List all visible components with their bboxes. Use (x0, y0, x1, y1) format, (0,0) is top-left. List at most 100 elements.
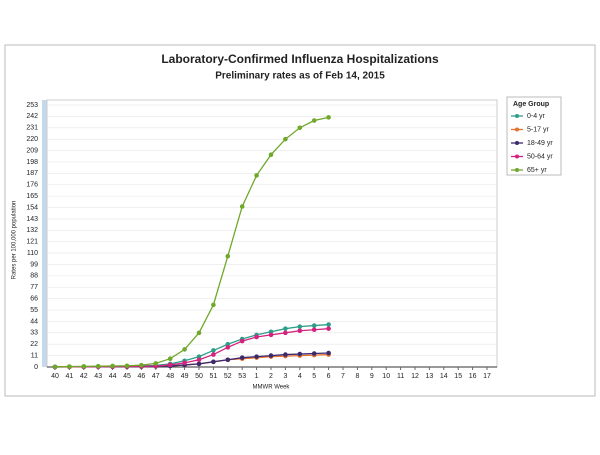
x-tick-label: 12 (411, 373, 419, 380)
y-tick-label: 253 (26, 102, 38, 109)
y-tick-label: 44 (30, 318, 38, 325)
data-point (283, 352, 288, 357)
data-point (239, 355, 245, 360)
data-point (211, 302, 216, 308)
y-tick-label: 88 (30, 273, 38, 280)
data-point (283, 330, 288, 336)
data-point (326, 115, 331, 120)
x-tick-label: 2 (269, 373, 273, 380)
data-point (225, 345, 231, 350)
data-point (311, 351, 317, 356)
y-tick-label: 0 (34, 364, 38, 371)
x-tick-label: 41 (66, 373, 74, 380)
data-point (211, 348, 216, 353)
x-tick-label: 49 (181, 373, 189, 380)
data-point (110, 363, 115, 369)
legend-label: 5-17 yr (527, 126, 549, 133)
x-tick-label: 46 (138, 373, 146, 380)
data-point (297, 351, 303, 357)
x-tick-label: 45 (123, 373, 131, 380)
data-point (254, 173, 259, 178)
data-point (52, 364, 58, 370)
data-point (124, 363, 130, 369)
data-point (268, 152, 274, 158)
legend-marker (515, 127, 519, 132)
data-point (311, 118, 317, 123)
data-point (182, 360, 187, 366)
legend-label: 65+ yr (527, 167, 547, 174)
x-tick-label: 43 (94, 373, 102, 380)
data-point (182, 347, 187, 352)
chart-subtitle: Preliminary rates as of Feb 14, 2015 (215, 71, 385, 82)
data-point (81, 364, 87, 369)
data-point (297, 125, 303, 131)
data-point (283, 326, 288, 331)
data-point (268, 353, 274, 358)
data-point (196, 330, 202, 336)
data-point (326, 350, 331, 356)
x-tick-label: 13 (426, 373, 434, 380)
y-tick-label: 187 (26, 170, 38, 177)
legend-title: Age Group (513, 101, 549, 108)
y-tick-label: 154 (26, 204, 38, 211)
x-tick-label: 42 (80, 373, 88, 380)
x-tick-label: 15 (454, 373, 462, 380)
series-line (54, 116, 329, 368)
data-point (311, 323, 317, 328)
y-tick-label: 99 (30, 261, 38, 268)
data-point (326, 322, 331, 327)
y-tick-label: 165 (26, 193, 38, 200)
x-tick-label: 7 (341, 373, 345, 380)
chart-title: Laboratory-Confirmed Influenza Hospitali… (161, 52, 439, 66)
x-tick-label: 48 (166, 373, 174, 380)
y-tick-label: 22 (30, 341, 38, 348)
x-tick-label: 51 (210, 373, 218, 380)
data-point (196, 357, 202, 363)
y-tick-label: 77 (30, 284, 38, 291)
data-point (283, 136, 288, 142)
x-tick-label: 53 (238, 373, 246, 380)
data-point (326, 326, 331, 331)
axis-band (42, 100, 47, 367)
data-point (311, 327, 317, 333)
data-point (254, 334, 259, 340)
data-point (297, 328, 303, 334)
legend (506, 96, 562, 176)
x-tick-label: 5 (312, 373, 316, 380)
y-tick-label: 11 (31, 352, 38, 359)
x-tick-label: 10 (382, 373, 390, 380)
x-tick-label: 8 (355, 373, 359, 380)
data-point (139, 362, 144, 368)
y-tick-label: 231 (26, 125, 38, 132)
x-tick-label: 47 (152, 373, 160, 380)
legend-marker (515, 168, 519, 172)
legend-marker (515, 141, 519, 145)
data-point (196, 361, 202, 367)
data-point (225, 253, 231, 259)
data-point (254, 354, 259, 359)
x-tick-label: 17 (483, 373, 491, 380)
data-point (239, 204, 245, 209)
y-tick-label: 198 (26, 159, 38, 166)
y-tick-label: 132 (26, 227, 38, 234)
data-point (153, 361, 159, 366)
data-point (167, 362, 173, 368)
data-point (211, 359, 216, 365)
y-tick-label: 55 (30, 307, 38, 314)
x-tick-label: 6 (327, 373, 331, 380)
y-tick-label: 110 (27, 250, 38, 257)
y-tick-label: 220 (26, 136, 38, 143)
x-tick-label: 11 (397, 373, 404, 380)
data-point (225, 357, 231, 363)
y-tick-label: 242 (26, 113, 38, 120)
x-tick-label: 9 (370, 373, 374, 380)
legend-label: 50-64 yr (527, 153, 553, 160)
data-point (95, 363, 101, 369)
x-tick-label: 44 (109, 373, 117, 380)
y-tick-label: 143 (26, 216, 38, 223)
legend-label: 18-49 yr (527, 140, 553, 147)
legend-label: 0-4 yr (527, 113, 546, 120)
data-point (167, 356, 173, 362)
legend-marker (515, 114, 519, 118)
